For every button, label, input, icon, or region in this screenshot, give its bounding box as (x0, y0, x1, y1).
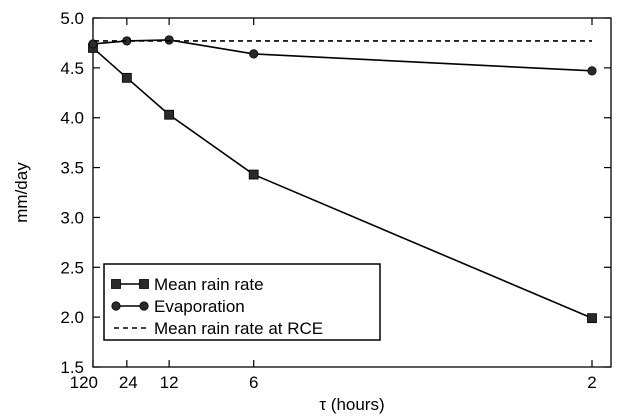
y-tick-label: 4.5 (60, 59, 84, 78)
y-tick-label: 4.0 (60, 109, 84, 128)
y-tick-label: 3.5 (60, 159, 84, 178)
legend-marker (112, 302, 120, 310)
legend-marker (140, 280, 149, 289)
y-tick-label: 5.0 (60, 9, 84, 28)
data-point (249, 170, 258, 179)
y-tick-label: 3.0 (60, 208, 84, 227)
legend-label: Mean rain rate at RCE (154, 319, 323, 338)
y-tick-label: 2.5 (60, 258, 84, 277)
legend-marker (140, 302, 148, 310)
data-point (165, 36, 173, 44)
y-tick-label: 1.5 (60, 358, 84, 377)
data-point (588, 67, 596, 75)
data-point (588, 314, 597, 323)
x-tick-label: 2 (587, 373, 596, 392)
y-tick-label: 2.0 (60, 308, 84, 327)
legend: Mean rain rate Evaporation Mean rain rate … (104, 264, 380, 340)
legend-label: Evaporation (154, 297, 245, 316)
x-tick-label: 12 (160, 373, 179, 392)
data-point (249, 50, 257, 58)
x-axis-title: τ (hours) (319, 395, 384, 414)
legend-marker (112, 280, 121, 289)
series-line (93, 40, 592, 71)
x-tick-label: 6 (249, 373, 258, 392)
data-point (122, 73, 131, 82)
y-axis-title: mm/day (12, 162, 31, 223)
x-tick-label: 24 (119, 373, 138, 392)
legend-label: Mean rain rate (154, 275, 264, 294)
data-point (165, 110, 174, 119)
